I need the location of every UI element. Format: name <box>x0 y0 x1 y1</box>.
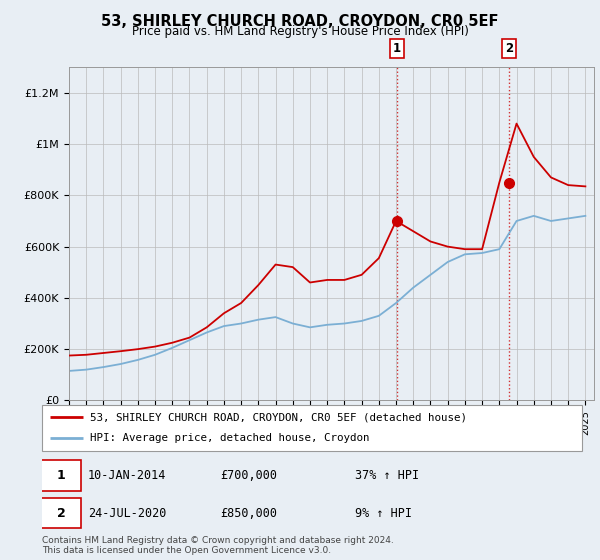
Text: Price paid vs. HM Land Registry's House Price Index (HPI): Price paid vs. HM Land Registry's House … <box>131 25 469 38</box>
Text: 1: 1 <box>392 43 401 55</box>
Text: 1: 1 <box>57 469 65 482</box>
Text: £700,000: £700,000 <box>220 469 277 482</box>
Text: Contains HM Land Registry data © Crown copyright and database right 2024.
This d: Contains HM Land Registry data © Crown c… <box>42 536 394 556</box>
FancyBboxPatch shape <box>41 460 82 491</box>
Text: £850,000: £850,000 <box>220 507 277 520</box>
Text: 37% ↑ HPI: 37% ↑ HPI <box>355 469 419 482</box>
Text: 9% ↑ HPI: 9% ↑ HPI <box>355 507 412 520</box>
Text: 24-JUL-2020: 24-JUL-2020 <box>88 507 166 520</box>
FancyBboxPatch shape <box>41 498 82 529</box>
Text: HPI: Average price, detached house, Croydon: HPI: Average price, detached house, Croy… <box>89 433 369 444</box>
Text: 10-JAN-2014: 10-JAN-2014 <box>88 469 166 482</box>
Text: 53, SHIRLEY CHURCH ROAD, CROYDON, CR0 5EF (detached house): 53, SHIRLEY CHURCH ROAD, CROYDON, CR0 5E… <box>89 412 467 422</box>
Text: 2: 2 <box>57 507 65 520</box>
Text: 53, SHIRLEY CHURCH ROAD, CROYDON, CR0 5EF: 53, SHIRLEY CHURCH ROAD, CROYDON, CR0 5E… <box>101 14 499 29</box>
Text: 2: 2 <box>505 43 513 55</box>
FancyBboxPatch shape <box>42 405 582 451</box>
